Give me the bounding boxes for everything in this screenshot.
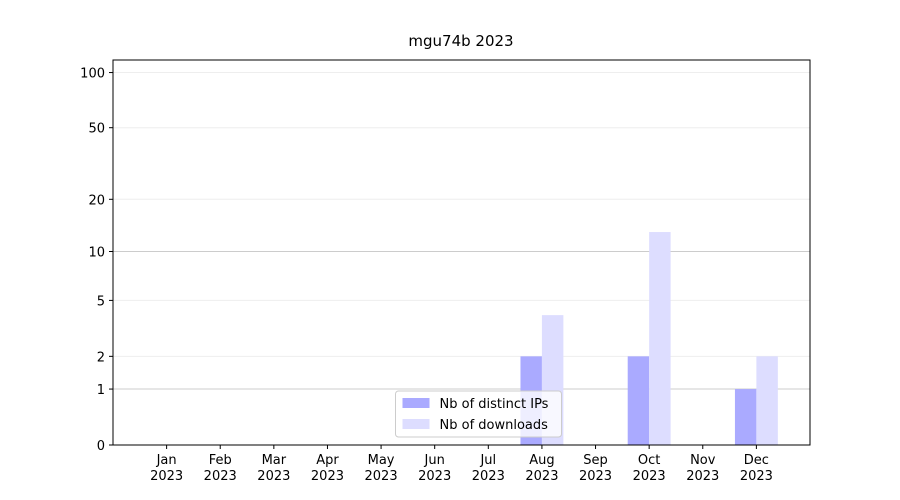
x-tick-label: Sep 2023 (578, 453, 613, 484)
plot-frame (112, 59, 811, 446)
y-tick-label: 0 (97, 439, 105, 454)
x-tick-label: May 2023 (364, 453, 398, 484)
bar (649, 232, 671, 445)
bar (627, 356, 650, 445)
x-tick-label: Dec 2023 (739, 453, 773, 484)
y-tick-label: 20 (88, 193, 105, 208)
bar (756, 356, 778, 445)
legend-label: Nb of downloads (440, 418, 549, 433)
bar (734, 389, 757, 445)
chart-title: mgu74b 2023 (408, 32, 513, 50)
x-tick-label: Oct 2023 (632, 453, 666, 484)
x-tick-label: Jun 2023 (418, 453, 452, 484)
x-tick-label: Feb 2023 (203, 453, 237, 484)
legend-swatch (402, 419, 430, 429)
legend-box (395, 390, 562, 438)
y-tick-label: 5 (97, 294, 105, 309)
y-tick-label: 1 (97, 383, 105, 398)
legend-label: Nb of distinct IPs (440, 397, 549, 412)
y-tick-label: 100 (80, 67, 105, 82)
y-tick-label: 50 (88, 122, 105, 137)
y-tick-label: 2 (97, 350, 105, 365)
y-tick-label: 10 (88, 245, 105, 260)
x-tick-label: Mar 2023 (257, 453, 291, 484)
legend: Nb of distinct IPs Nb of downloads (395, 390, 562, 438)
x-tick-label: Nov 2023 (686, 453, 720, 484)
x-tick-label: Jul 2023 (471, 453, 505, 484)
x-tick-label: Jan 2023 (150, 453, 184, 484)
x-tick-label: Apr 2023 (310, 453, 344, 484)
legend-swatch (402, 398, 430, 408)
x-tick-label: Aug 2023 (525, 453, 559, 484)
